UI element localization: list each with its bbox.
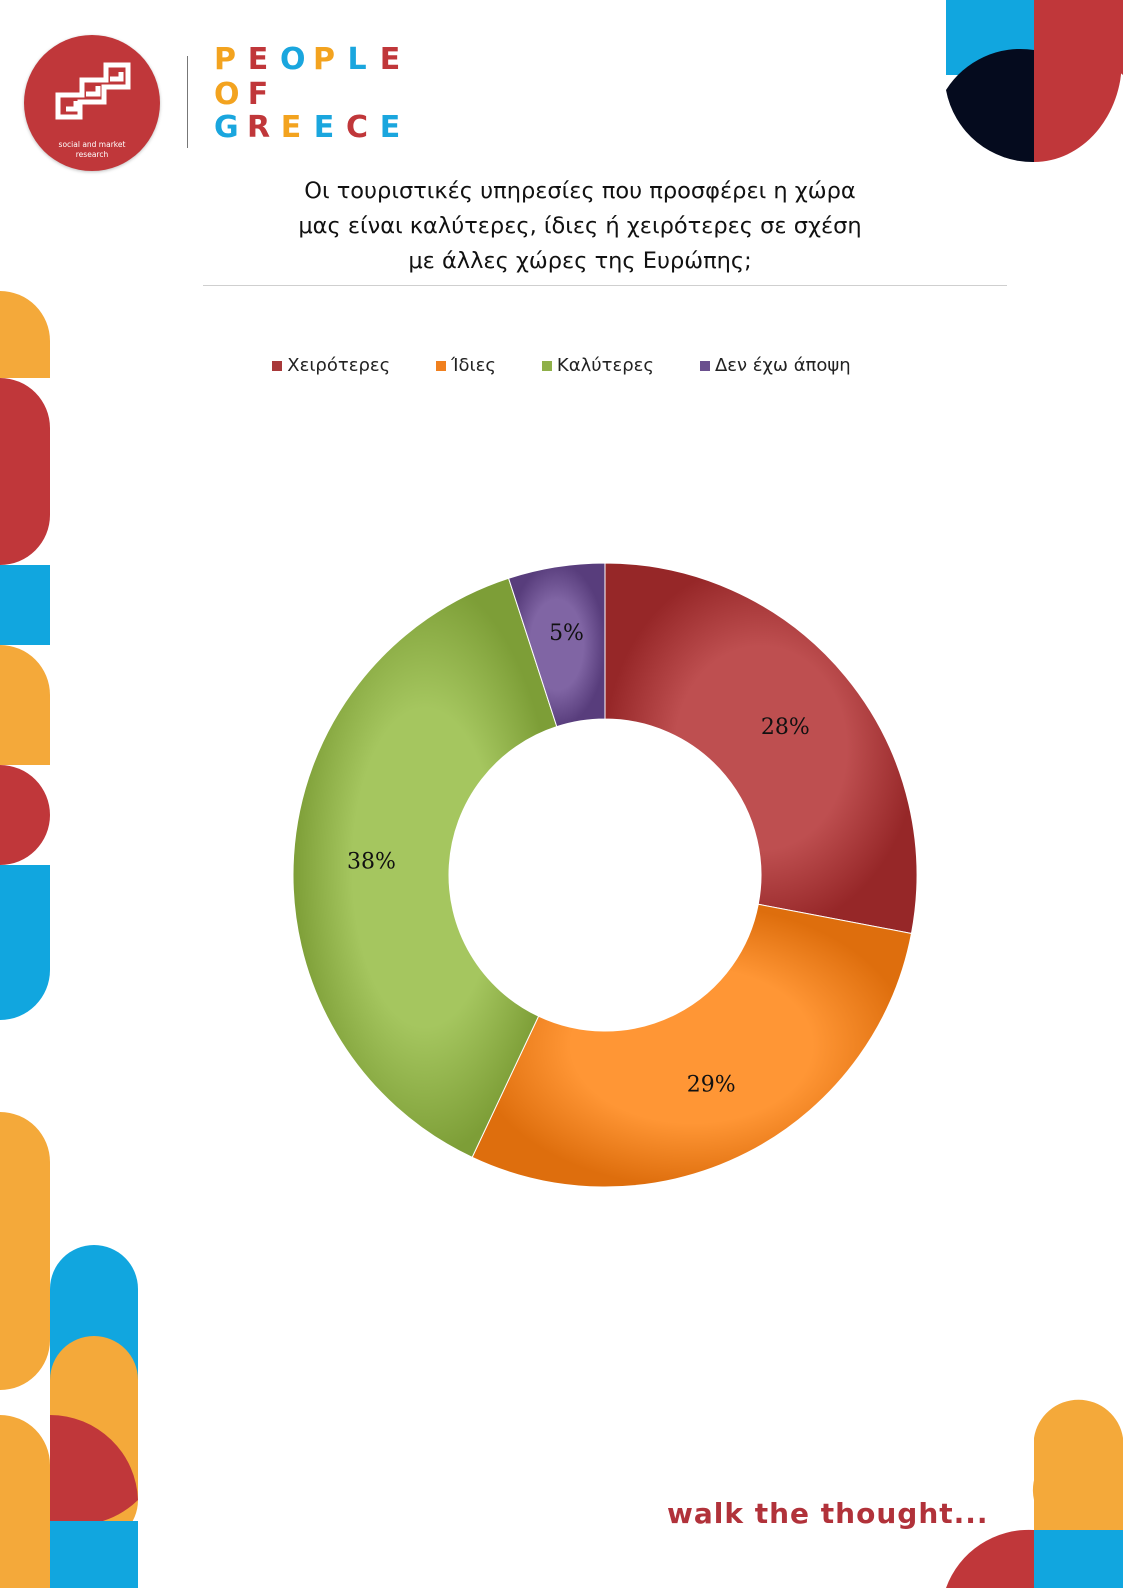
brand-letter: O [214,77,240,112]
data-label: 38% [347,849,396,874]
brand-letter: E [379,42,401,77]
chart-title-line: Οι τουριστικές υπηρεσίες που προσφέρει η… [304,178,856,204]
legend-item: Χειρότερες [272,355,390,376]
chart-title-line: με άλλες χώρες της Ευρώπης; [408,248,752,274]
company-logo: social and market research [24,35,160,171]
donut-slice [471,903,913,1188]
data-label: 28% [761,715,810,740]
brand-letter: P [214,42,236,77]
left-strip-decor [0,291,50,1390]
legend-swatch [272,360,283,371]
svg-text:research: research [76,150,109,159]
legend-item: Καλύτερες [541,355,654,376]
brand-letter: E [313,110,335,145]
logo-divider [187,56,188,148]
title-divider [203,285,1007,286]
top-right-decor [946,0,1123,163]
brand-letter: P [313,42,335,77]
brand-letter: E [379,110,401,145]
legend-label: Δεν έχω άποψη [714,355,851,376]
chart-title: Οι τουριστικές υπηρεσίες που προσφέρει η… [230,174,930,279]
brand-letter: C [346,110,369,145]
logo-mark-icon: social and market research [55,62,131,159]
brand-letter: G [214,110,239,145]
svg-text:social and market: social and market [59,140,126,149]
chart-legend: Χειρότερες Ίδιες Καλύτερες Δεν έχω άποψη [0,355,1123,376]
legend-swatch [436,360,447,371]
tagline: walk the thought... [667,1497,989,1530]
bottom-left-decor [0,1245,138,1588]
brand-letter: F [247,77,269,112]
legend-swatch [699,360,710,371]
legend-label: Καλύτερες [556,355,654,376]
data-label: 29% [687,1072,736,1097]
brand-letter: L [347,42,367,77]
legend-label: Ίδιες [451,355,496,376]
legend-swatch [541,360,552,371]
brand-letter: E [280,110,302,145]
donut-slice [292,577,558,1158]
chart-title-line: μας είναι καλύτερες, ίδιες ή χειρότερες … [298,213,862,239]
donut-slice [604,562,918,935]
donut-slice [507,562,606,728]
brand-letter: E [247,42,269,77]
brand-letter: O [280,42,306,77]
legend-item: Δεν έχω άποψη [699,355,851,376]
legend-item: Ίδιες [436,355,496,376]
legend-label: Χειρότερες [287,355,391,376]
brand-letter: R [247,110,271,145]
data-label: 5% [549,621,584,646]
bottom-right-decor [946,1399,1123,1588]
